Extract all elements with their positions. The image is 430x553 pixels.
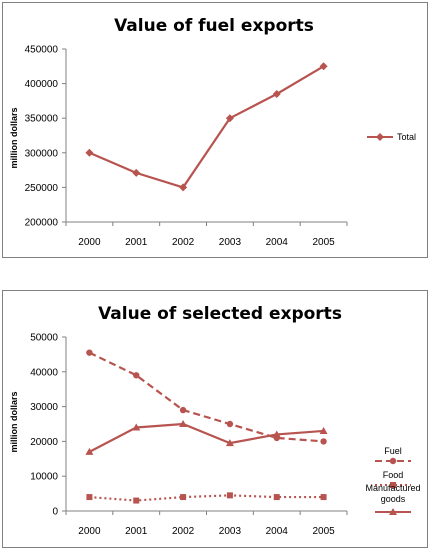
y-tick-label: 50000 (30, 333, 58, 344)
data-point (272, 89, 281, 98)
series-line-food (89, 494, 324, 502)
data-point (319, 62, 328, 71)
data-point (133, 372, 140, 379)
chart-title: Value of selected exports (98, 304, 342, 324)
legend-marker (390, 482, 396, 488)
y-tick-label: 10000 (30, 472, 58, 483)
y-tick-label: 400000 (25, 79, 59, 90)
y-tick-label: 0 (52, 507, 58, 518)
legend-label-line: goods (381, 494, 406, 504)
y-tick-label: 30000 (30, 402, 58, 413)
x-tick-label: 2004 (266, 526, 289, 537)
data-point (225, 114, 234, 123)
y-axis-label: million dollars (9, 107, 19, 168)
selected-exports-chart: Value of selected exports million dollar… (9, 304, 421, 537)
legend-label: Total (397, 132, 416, 142)
data-point (273, 494, 280, 501)
data-point (133, 497, 140, 504)
data-point (86, 349, 93, 356)
y-tick-label: 250000 (25, 183, 59, 194)
series-line-total (88, 65, 325, 189)
data-point (180, 494, 187, 501)
data-point (179, 420, 188, 427)
legend-label: Fuel (384, 446, 402, 456)
fuel-exports-chart: Value of fuel exports million dollars 20… (9, 16, 416, 248)
legend-marker (389, 457, 397, 465)
x-tick-label: 2001 (125, 526, 148, 537)
data-point (179, 183, 188, 192)
x-tick-label: 2002 (172, 237, 195, 248)
y-tick-label: 350000 (25, 114, 59, 125)
y-axis-label: million dollars (9, 391, 19, 452)
legend-marker (389, 508, 397, 515)
data-point (85, 148, 94, 157)
selected-exports-chart-panel: Value of selected exports million dollar… (2, 290, 428, 548)
x-tick-label: 2005 (312, 526, 335, 537)
legend-marker (376, 133, 384, 141)
series-line-fuel (88, 351, 324, 443)
legend-label: Manufactured goods (365, 483, 420, 504)
x-tick-label: 2000 (78, 526, 101, 537)
series-line-manufactured-goods (88, 422, 324, 453)
x-tick-label: 2005 (312, 237, 335, 248)
y-tick-label: 300000 (25, 148, 59, 159)
data-point (320, 494, 327, 501)
data-point (86, 494, 93, 501)
data-point (132, 423, 141, 431)
data-point (179, 406, 187, 414)
legend-label-line: Manufactured (365, 483, 420, 493)
fuel-exports-chart-panel: Value of fuel exports million dollars 20… (2, 2, 428, 258)
legend-label: Food (383, 470, 404, 480)
y-tick-label: 20000 (30, 437, 58, 448)
data-point (225, 439, 234, 447)
data-point (85, 447, 94, 455)
x-tick-label: 2001 (125, 237, 148, 248)
y-tick-label: 40000 (30, 367, 58, 378)
data-point (226, 420, 234, 428)
chart-title: Value of fuel exports (114, 16, 314, 36)
x-tick-label: 2004 (266, 237, 289, 248)
x-tick-label: 2000 (78, 237, 101, 248)
data-point (226, 492, 233, 499)
y-tick-label: 200000 (25, 218, 59, 229)
data-point (132, 168, 141, 177)
x-tick-label: 2003 (219, 526, 242, 537)
data-point (319, 426, 328, 434)
data-point (320, 438, 327, 445)
x-tick-label: 2002 (172, 526, 195, 537)
data-point (272, 430, 281, 438)
x-tick-label: 2003 (219, 237, 242, 248)
y-tick-label: 450000 (25, 45, 59, 56)
